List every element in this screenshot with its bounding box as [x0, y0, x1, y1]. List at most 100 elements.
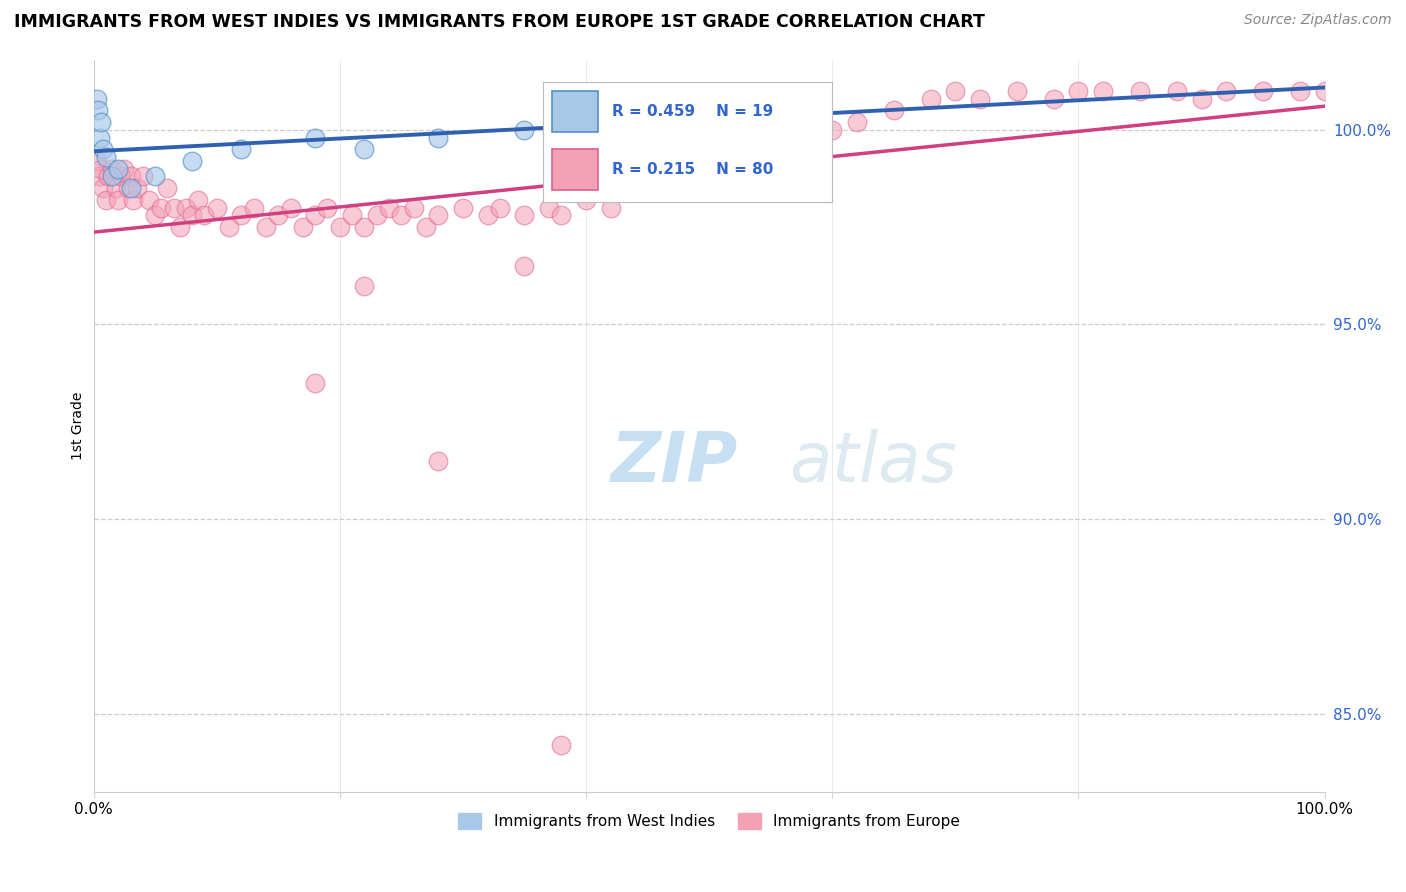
Point — [93, 142, 115, 156]
Point — [143, 209, 166, 223]
Point — [1067, 84, 1090, 98]
Point — [104, 181, 127, 195]
Point — [427, 130, 450, 145]
Point — [599, 115, 621, 129]
Point — [143, 169, 166, 184]
Point — [329, 220, 352, 235]
Point — [90, 115, 112, 129]
Point — [427, 454, 450, 468]
Point — [107, 193, 129, 207]
Point — [575, 193, 598, 207]
Point — [132, 169, 155, 184]
Point — [150, 201, 173, 215]
Point — [181, 209, 204, 223]
Point — [378, 201, 401, 215]
Point — [231, 209, 253, 223]
Point — [101, 169, 124, 184]
Point — [117, 181, 139, 195]
Point — [110, 169, 132, 184]
Point — [86, 91, 108, 105]
Point — [427, 209, 450, 223]
Point — [353, 142, 375, 156]
Point — [304, 209, 326, 223]
Text: ZIP: ZIP — [610, 429, 738, 496]
Point — [943, 84, 966, 98]
Text: Source: ZipAtlas.com: Source: ZipAtlas.com — [1244, 13, 1392, 28]
Text: atlas: atlas — [789, 429, 957, 496]
Point — [1313, 84, 1336, 98]
Point — [101, 161, 124, 176]
Point — [280, 201, 302, 215]
Point — [489, 201, 512, 215]
Point — [174, 201, 197, 215]
Point — [697, 107, 720, 121]
Point — [89, 130, 111, 145]
Point — [316, 201, 339, 215]
Point — [156, 181, 179, 195]
Point — [723, 153, 745, 168]
Point — [218, 220, 240, 235]
Point — [389, 209, 412, 223]
Point — [477, 209, 499, 223]
Point — [1215, 84, 1237, 98]
Point — [304, 376, 326, 390]
Point — [181, 153, 204, 168]
Point — [120, 181, 142, 195]
Point — [883, 103, 905, 118]
Point — [122, 193, 145, 207]
Point — [242, 201, 264, 215]
Point — [138, 193, 160, 207]
Point — [125, 181, 148, 195]
Point — [89, 169, 111, 184]
Point — [1092, 84, 1115, 98]
Point — [353, 278, 375, 293]
Point — [353, 220, 375, 235]
Point — [969, 91, 991, 105]
Point — [187, 193, 209, 207]
Point — [86, 153, 108, 168]
Point — [1005, 84, 1028, 98]
Point — [169, 220, 191, 235]
Point — [304, 130, 326, 145]
Point — [254, 220, 277, 235]
Point — [402, 201, 425, 215]
Legend: Immigrants from West Indies, Immigrants from Europe: Immigrants from West Indies, Immigrants … — [453, 807, 966, 836]
Point — [87, 103, 110, 118]
Point — [415, 220, 437, 235]
Point — [550, 209, 572, 223]
Point — [821, 122, 844, 136]
Point — [112, 161, 135, 176]
Point — [599, 201, 621, 215]
Point — [97, 169, 120, 184]
Point — [1289, 84, 1312, 98]
Point — [1043, 91, 1066, 105]
Point — [90, 161, 112, 176]
Point — [673, 169, 696, 184]
Point — [366, 209, 388, 223]
Point — [193, 209, 215, 223]
Y-axis label: 1st Grade: 1st Grade — [72, 392, 86, 460]
Point — [291, 220, 314, 235]
Point — [550, 738, 572, 752]
Point — [94, 193, 117, 207]
Point — [637, 181, 659, 195]
Point — [1166, 84, 1188, 98]
Point — [759, 142, 782, 156]
Point — [120, 169, 142, 184]
Point — [513, 209, 536, 223]
Point — [451, 201, 474, 215]
Point — [1251, 84, 1274, 98]
Point — [93, 181, 115, 195]
Point — [1129, 84, 1152, 98]
Point — [538, 201, 561, 215]
Point — [845, 115, 868, 129]
Point — [513, 259, 536, 273]
Point — [231, 142, 253, 156]
Point — [94, 150, 117, 164]
Point — [107, 161, 129, 176]
Point — [267, 209, 290, 223]
Point — [513, 122, 536, 136]
Point — [340, 209, 363, 223]
Point — [697, 161, 720, 176]
Text: IMMIGRANTS FROM WEST INDIES VS IMMIGRANTS FROM EUROPE 1ST GRADE CORRELATION CHAR: IMMIGRANTS FROM WEST INDIES VS IMMIGRANT… — [14, 13, 986, 31]
